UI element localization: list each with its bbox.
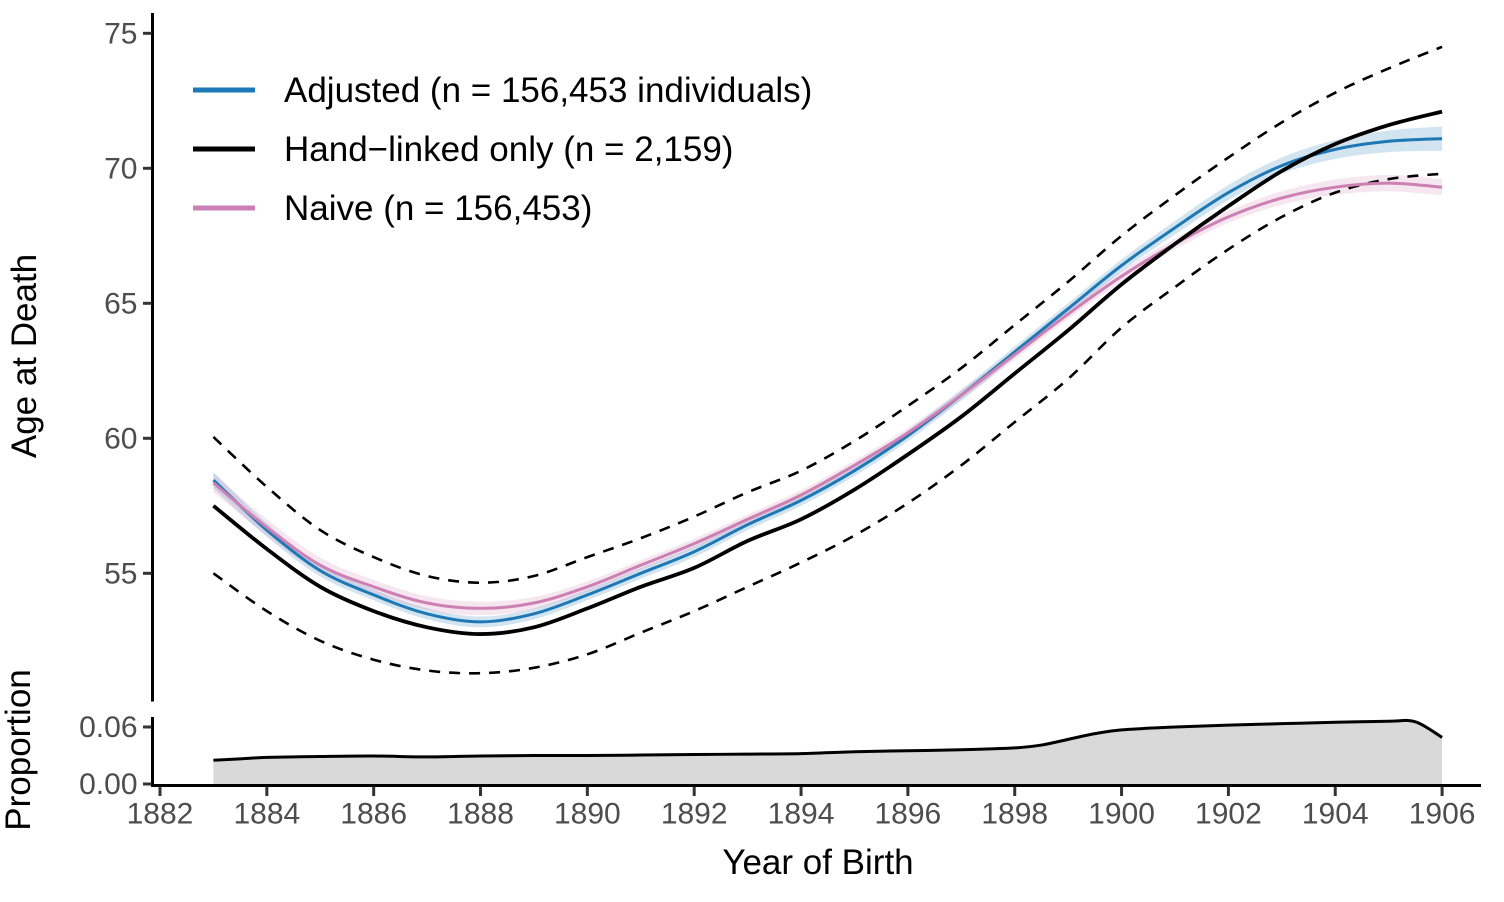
main-y-tick-label: 70	[104, 152, 137, 185]
x-tick-label: 1904	[1302, 798, 1369, 831]
x-tick-label: 1890	[554, 798, 621, 831]
plot-render-root: 55 60 65 70 75 0.00 0.06 1882 1884 1886 1888 1890 18…	[79, 13, 1481, 831]
y-axis-title-main: Age at Death	[5, 254, 44, 458]
main-y-tick-label: 55	[104, 557, 137, 590]
legend-item-naive: Naive (n = 156,453)	[193, 189, 592, 228]
x-axis-title: Year of Birth	[722, 843, 913, 882]
legend-label-adjusted: Adjusted (n = 156,453 individuals)	[284, 71, 812, 110]
proportion-y-tick-label: 0.06	[79, 711, 137, 744]
x-tick-label: 1884	[233, 798, 300, 831]
x-tick-label: 1896	[875, 798, 942, 831]
legend: Adjusted (n = 156,453 individuals) Hand−…	[193, 71, 812, 228]
legend-label-hand-linked: Hand−linked only (n = 2,159)	[284, 130, 733, 169]
ci-upper-dashed-line	[212, 45, 1443, 585]
x-tick-label: 1906	[1409, 798, 1476, 831]
main-y-tick-label: 60	[104, 422, 137, 455]
proportion-outline	[213, 718, 1443, 762]
proportion-area	[213, 720, 1443, 784]
y-axis-title-proportion: Proportion	[0, 669, 38, 830]
x-tick-label: 1892	[661, 798, 728, 831]
naive-ribbon	[213, 175, 1443, 616]
x-tick-label: 1882	[127, 798, 194, 831]
ci-lower-dashed-line	[212, 172, 1443, 675]
x-tick-label: 1898	[981, 798, 1048, 831]
x-tick-label: 1894	[768, 798, 835, 831]
x-tick-label: 1886	[340, 798, 407, 831]
main-y-tick-label: 75	[104, 17, 137, 50]
proportion-y-tick-label: 0.00	[79, 768, 137, 801]
x-tick-label: 1902	[1195, 798, 1262, 831]
main-y-tick-label: 65	[104, 287, 137, 320]
naive-line	[212, 181, 1443, 610]
legend-item-adjusted: Adjusted (n = 156,453 individuals)	[193, 71, 812, 110]
adjusted-ribbon	[213, 126, 1443, 628]
x-tick-label: 1900	[1088, 798, 1155, 831]
adjusted-line	[212, 137, 1443, 624]
legend-item-hand-linked: Hand−linked only (n = 2,159)	[193, 130, 733, 169]
hand-linked-line	[212, 109, 1443, 636]
legend-label-naive: Naive (n = 156,453)	[284, 189, 592, 228]
x-tick-label: 1888	[447, 798, 514, 831]
